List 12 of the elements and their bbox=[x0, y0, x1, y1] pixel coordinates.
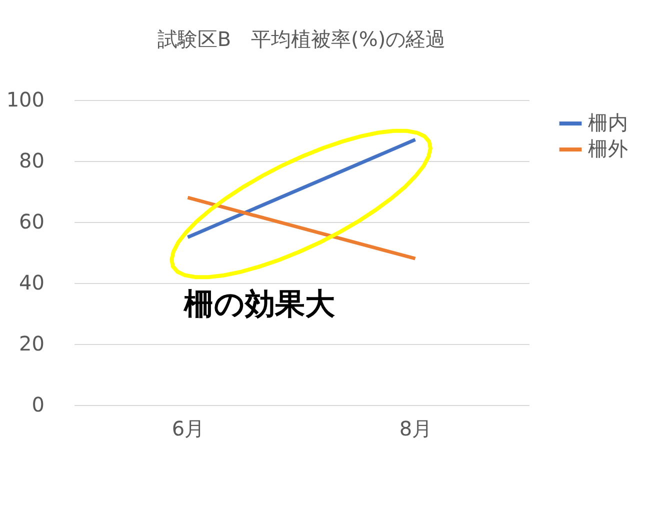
y-tick-label: 60 bbox=[19, 210, 44, 234]
y-tick-label: 0 bbox=[32, 392, 44, 416]
y-tick-label: 80 bbox=[19, 148, 44, 172]
annotation: 柵の効果大 bbox=[183, 287, 336, 322]
y-tick-label: 100 bbox=[6, 88, 44, 112]
legend-label: 柵内 bbox=[588, 110, 628, 134]
x-tick-label: 6月 bbox=[172, 416, 205, 440]
x-tick-label: 8月 bbox=[399, 416, 432, 440]
chart-title: 試験区B 平均植被率(%)の経過 bbox=[157, 27, 446, 51]
y-tick-label: 40 bbox=[19, 270, 44, 294]
y-tick-label: 20 bbox=[19, 332, 44, 356]
legend-label: 柵外 bbox=[588, 136, 628, 160]
